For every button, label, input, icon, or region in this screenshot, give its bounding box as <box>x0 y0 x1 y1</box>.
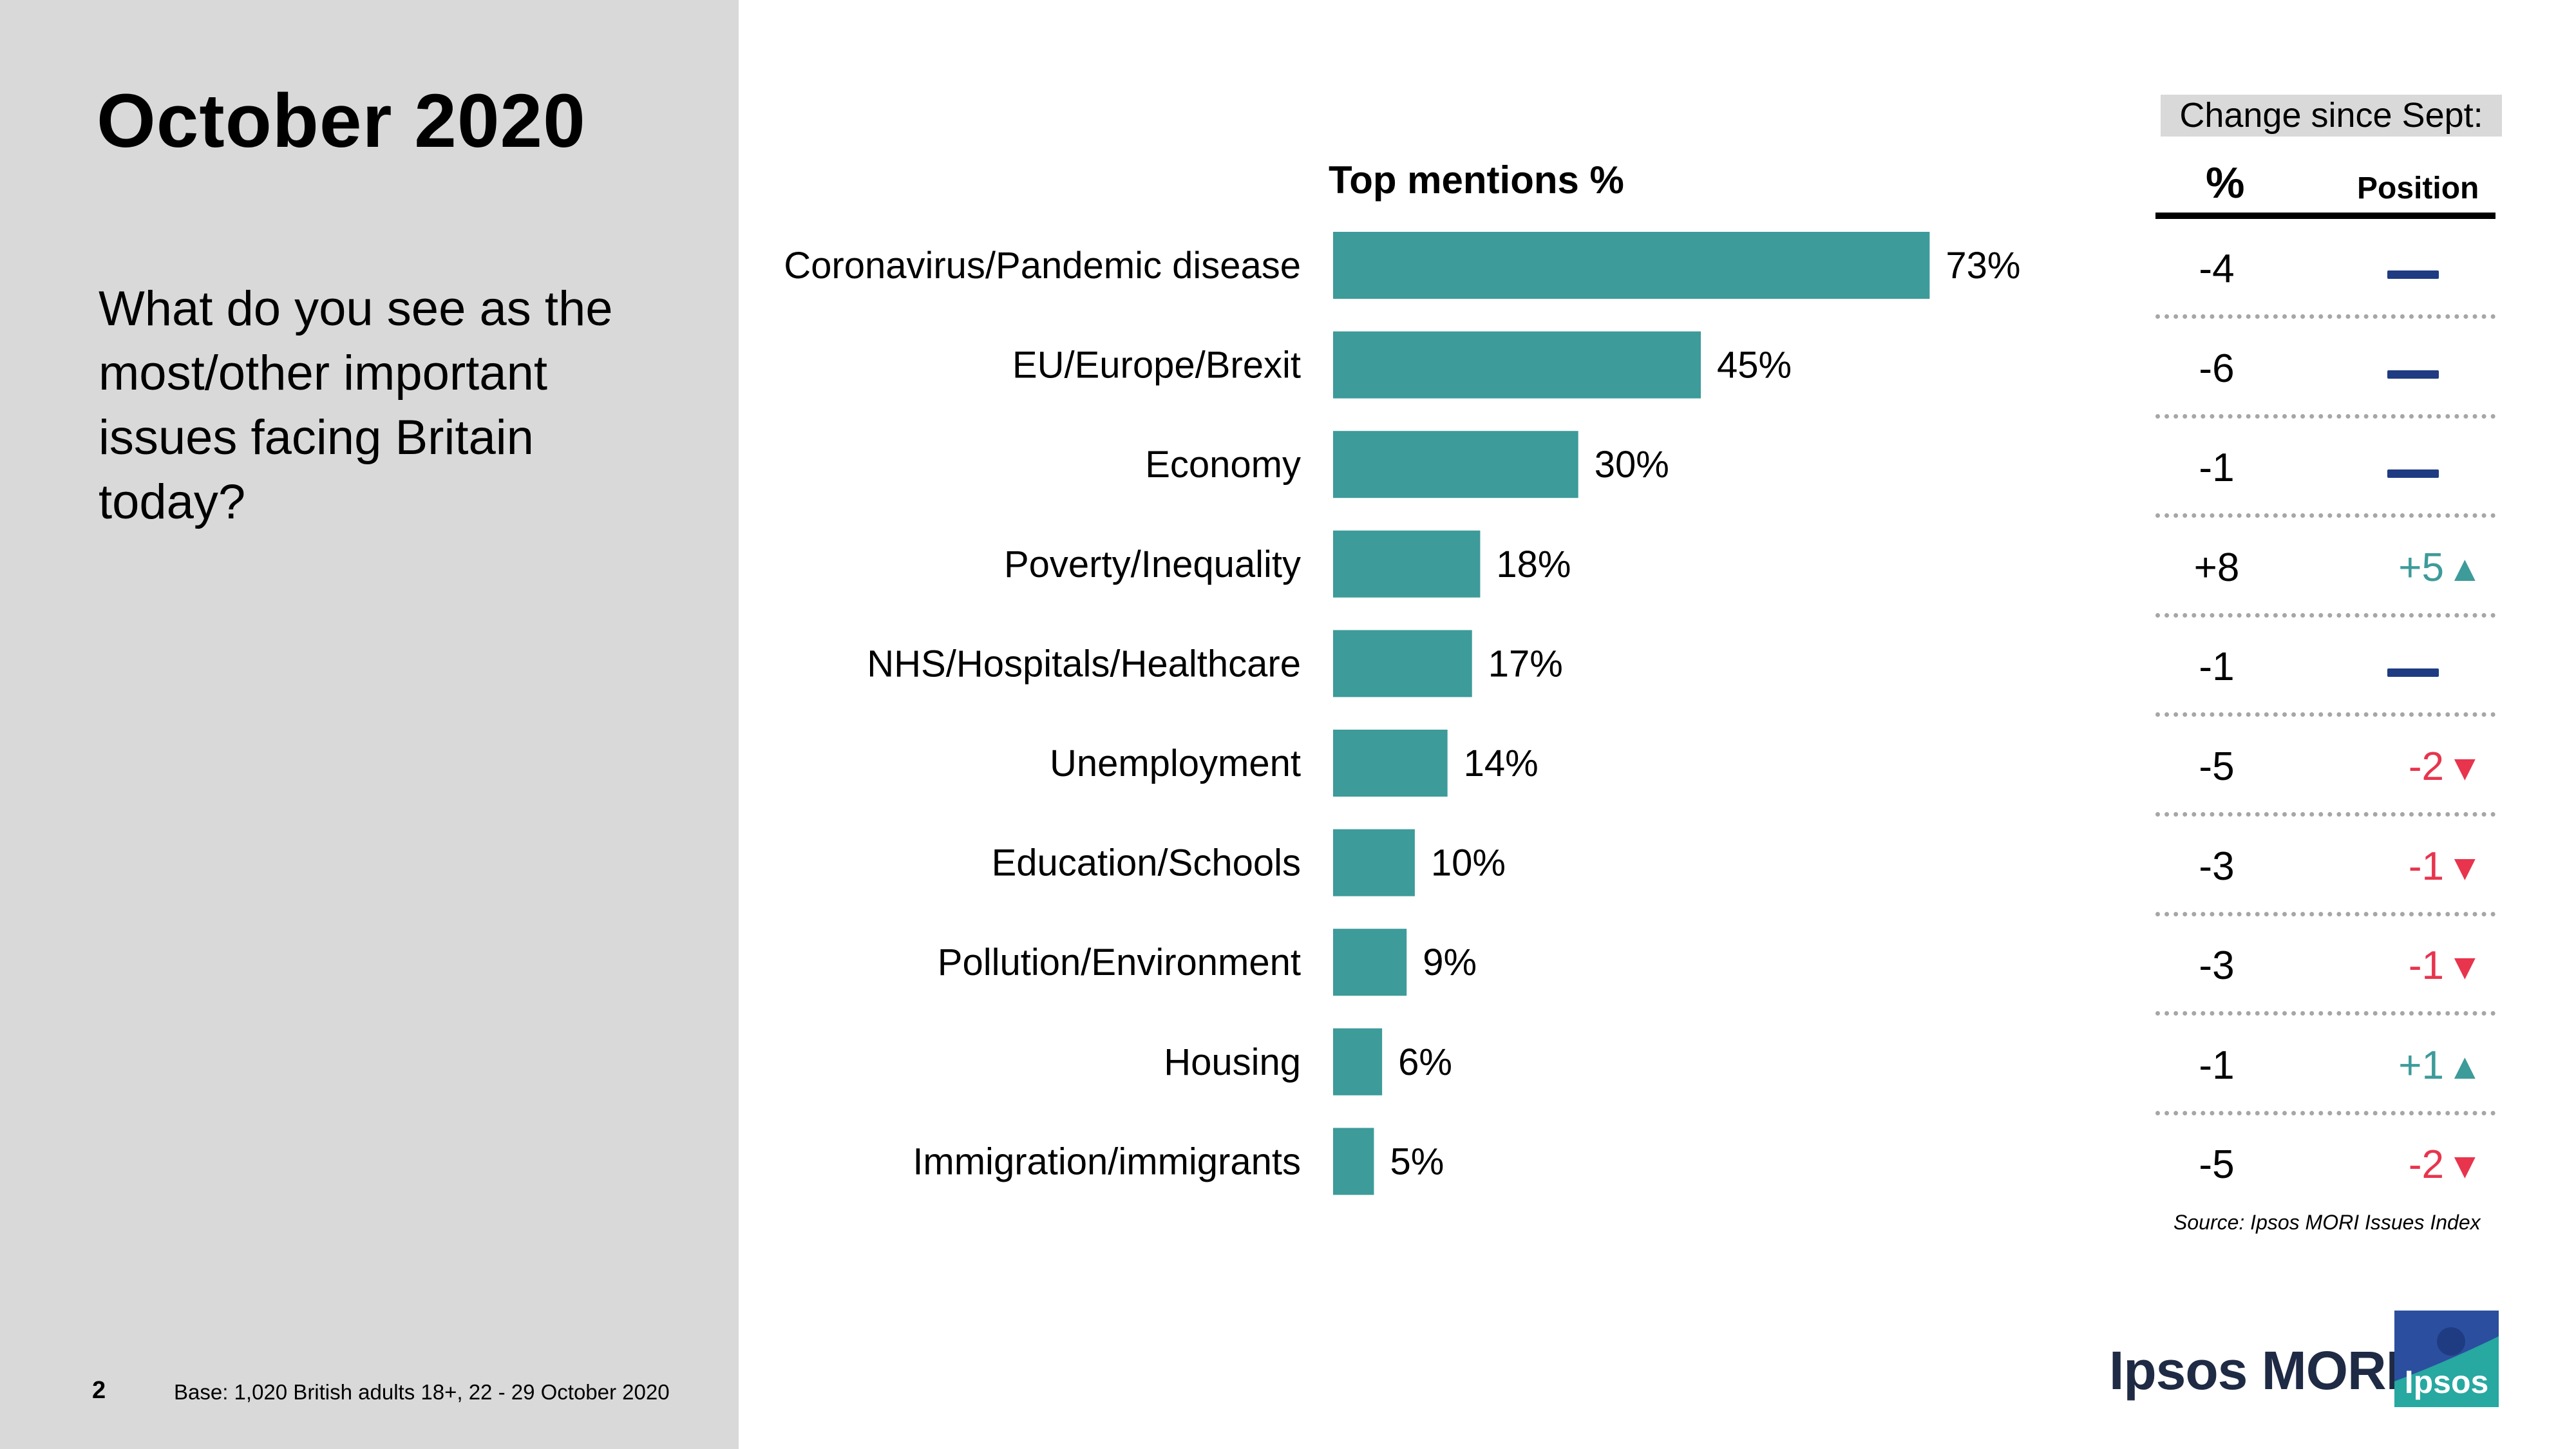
change-row: +8 +5 ▲ <box>2155 518 2496 618</box>
change-row: -1 +1 ▲ <box>2155 1016 2496 1115</box>
ipsos-logo: Ipsos <box>2394 1311 2499 1407</box>
survey-question: What do you see as the most/other import… <box>99 281 613 529</box>
pct-change: -4 <box>2199 247 2235 291</box>
pct-change: -5 <box>2199 744 2235 789</box>
position-value: -2 <box>2408 744 2444 789</box>
position-change: +5 ▲ <box>2349 545 2496 596</box>
bar <box>1333 630 1472 697</box>
no-change-dash-icon <box>2387 469 2439 478</box>
category-label: NHS/Hospitals/Healthcare <box>867 643 1301 685</box>
change-row: -1 <box>2155 418 2496 518</box>
triangle-up-icon: ▲ <box>2447 547 2483 589</box>
brand-name: Ipsos MORI <box>2109 1340 2401 1401</box>
category-label: Immigration/immigrants <box>913 1141 1301 1182</box>
position-change: -2 ▼ <box>2349 744 2496 795</box>
row-divider <box>2155 1110 2496 1115</box>
row-divider <box>2155 413 2496 419</box>
bar <box>1333 331 1701 399</box>
data-label: 18% <box>1496 544 1571 585</box>
data-label: 73% <box>1946 245 2020 287</box>
bar <box>1333 929 1407 996</box>
position-value: -2 <box>2408 1142 2444 1188</box>
pct-change: -5 <box>2199 1142 2235 1188</box>
category-label: Coronavirus/Pandemic disease <box>784 245 1301 287</box>
bar <box>1333 1128 1374 1195</box>
bar <box>1333 431 1578 498</box>
data-label: 5% <box>1390 1141 1444 1182</box>
bar <box>1333 530 1481 598</box>
change-row: -6 <box>2155 319 2496 419</box>
logo-text: Ipsos <box>2405 1364 2489 1400</box>
header-rule <box>2155 213 2496 219</box>
pct-change: -1 <box>2199 446 2235 491</box>
category-label: Education/Schools <box>992 842 1301 884</box>
change-row: -5 -2 ▼ <box>2155 717 2496 817</box>
pct-change: -3 <box>2199 943 2235 989</box>
category-label: Pollution/Environment <box>938 942 1301 983</box>
no-change-dash-icon <box>2387 370 2439 379</box>
position-value: +5 <box>2398 545 2444 590</box>
bar <box>1333 829 1415 896</box>
data-label: 45% <box>1717 345 1792 386</box>
page-title: October 2020 <box>97 79 586 164</box>
left-panel: October 2020 What do you see as the most… <box>0 0 739 1449</box>
bar <box>1333 730 1448 797</box>
bar <box>1333 1028 1383 1095</box>
pct-change: +8 <box>2193 545 2240 590</box>
change-header: Change since Sept: <box>2161 95 2502 137</box>
pct-change: -3 <box>2199 844 2235 889</box>
position-column-header: Position <box>2357 171 2479 205</box>
category-label: EU/Europe/Brexit <box>1012 345 1301 386</box>
data-label: 17% <box>1488 643 1563 685</box>
triangle-down-icon: ▼ <box>2447 747 2483 788</box>
category-label: Unemployment <box>1050 743 1301 784</box>
page-number: 2 <box>92 1377 106 1404</box>
category-label: Poverty/Inequality <box>1004 544 1301 585</box>
pct-column-header: % <box>2206 158 2245 207</box>
change-row: -1 <box>2155 617 2496 717</box>
row-divider <box>2155 314 2496 319</box>
no-change-dash-icon <box>2387 668 2439 677</box>
pct-change: -6 <box>2199 346 2235 391</box>
row-divider <box>2155 812 2496 817</box>
row-divider <box>2155 712 2496 717</box>
data-label: 14% <box>1464 743 1539 784</box>
triangle-down-icon: ▼ <box>2447 946 2483 987</box>
source-note: Source: Ipsos MORI Issues Index <box>2174 1211 2481 1234</box>
position-change: +1 ▲ <box>2349 1043 2496 1094</box>
triangle-down-icon: ▼ <box>2447 1145 2483 1186</box>
pct-change: -1 <box>2199 1043 2235 1088</box>
row-divider <box>2155 612 2496 618</box>
position-value: +1 <box>2398 1043 2444 1088</box>
position-value: -1 <box>2408 844 2444 889</box>
data-label: 6% <box>1398 1041 1452 1083</box>
chart-title: Top mentions % <box>1329 158 1624 202</box>
row-divider <box>2155 911 2496 916</box>
position-change: -1 ▼ <box>2349 844 2496 895</box>
data-label: 9% <box>1423 942 1477 983</box>
base-note: Base: 1,020 British adults 18+, 22 - 29 … <box>174 1380 670 1404</box>
bar <box>1333 232 1930 299</box>
bars-group: Coronavirus/Pandemic disease 73% EU/Europe… <box>784 232 2020 1195</box>
pct-change: -1 <box>2199 645 2235 690</box>
triangle-up-icon: ▲ <box>2447 1045 2483 1086</box>
change-row: -3 -1 ▼ <box>2155 817 2496 916</box>
no-change-dash-icon <box>2387 270 2439 279</box>
category-label: Economy <box>1145 444 1301 486</box>
data-label: 10% <box>1431 842 1506 884</box>
row-divider <box>2155 513 2496 518</box>
triangle-down-icon: ▼ <box>2447 846 2483 887</box>
category-label: Housing <box>1164 1041 1301 1083</box>
position-change: -2 ▼ <box>2349 1142 2496 1193</box>
data-label: 30% <box>1595 444 1669 486</box>
row-divider <box>2155 1011 2496 1016</box>
change-row: -3 -1 ▼ <box>2155 916 2496 1016</box>
position-change: -1 ▼ <box>2349 943 2496 994</box>
change-row: -5 -2 ▼ <box>2155 1115 2496 1215</box>
position-value: -1 <box>2408 943 2444 989</box>
change-row: -4 <box>2155 219 2496 319</box>
